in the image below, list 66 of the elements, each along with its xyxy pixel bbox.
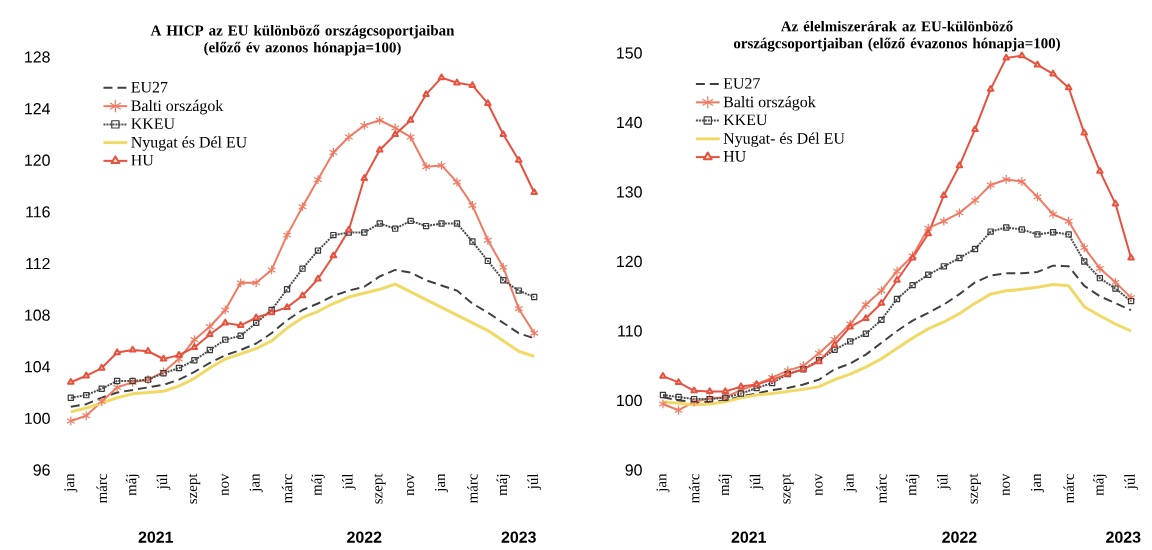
y-tick-label: 100 [25, 412, 50, 425]
x-tick-label: szept [781, 473, 794, 504]
x-tick-label: máj [496, 474, 511, 496]
y-tick-label: 112 [26, 257, 50, 270]
legend-label: Balti országok [131, 99, 224, 115]
x-tick-label: szept [373, 473, 386, 504]
y-tick-label: 124 [25, 103, 50, 115]
x-tick-label: júl [342, 473, 356, 490]
y-tick-label: 150 [617, 47, 642, 59]
text: 2023 [1106, 531, 1141, 543]
x-tick-label: jan [249, 473, 263, 493]
legend-label: EU27 [723, 78, 760, 89]
text: 2022 [942, 531, 977, 543]
y-tick-label: 90 [625, 464, 642, 476]
text: 2022 [347, 531, 382, 543]
x-tick-label: márc [96, 473, 107, 504]
y-tick-label: 130 [617, 186, 642, 198]
y-tick-label: 108 [25, 309, 50, 321]
x-tick-label: jan [656, 473, 670, 493]
x-tick-label: márc [1063, 473, 1074, 504]
x-tick-label: márc [688, 473, 700, 504]
x-tick-label: nov [815, 473, 823, 496]
y-tick-label: 104 [25, 361, 50, 373]
y-tick-label: 120 [617, 255, 642, 268]
y-tick-label: 100 [617, 394, 642, 407]
x-tick-label: máj [125, 474, 140, 496]
y-tick-label: 128 [25, 51, 50, 63]
legend-label: Nyugat és Dél EU [131, 136, 247, 151]
x-tick-label: szept [969, 473, 981, 504]
chart-title: A HICP az EU különböző országcsoportjaiban (előző év azonos hónapja=100) [150, 24, 455, 56]
chart-title: Az élelmiszerárak az EU-különböző országcsoportjaiban (előző évazonos hónapja=100) [733, 20, 1060, 52]
y-tick-label: 96 [33, 464, 50, 476]
x-tick-label: jan [1030, 473, 1044, 493]
x-tick-label: máj [905, 474, 920, 496]
legend-label: HU [131, 154, 154, 166]
x-tick-label: júl [937, 473, 951, 490]
x-tick-label: jan [64, 473, 78, 493]
x-tick-label: máj [1093, 474, 1107, 496]
legend-label: Balti országok [723, 96, 816, 111]
x-tick-label: júl [156, 473, 171, 490]
x-tick-label: jan [843, 473, 857, 493]
x-tick-label: júl [749, 473, 764, 490]
x-tick-label: júl [1124, 473, 1138, 490]
x-tick-label: máj [718, 474, 733, 496]
legend-label: KKEU [131, 118, 175, 130]
y-tick-label: 140 [617, 116, 642, 129]
y-tick-label: 110 [618, 325, 642, 337]
y-tick-label: 120 [25, 154, 50, 166]
text: 2021 [731, 531, 767, 543]
x-tick-label: nov [1002, 473, 1010, 496]
legend-label: EU27 [131, 81, 168, 93]
x-tick-label: máj [311, 474, 325, 496]
x-tick-label: jan [434, 473, 449, 493]
x-tick-label: szept [188, 473, 201, 504]
x-tick-label: nov [221, 473, 229, 496]
x-tick-label: márc [876, 473, 887, 504]
x-tick-label: júl [527, 473, 541, 490]
text: 2023 [501, 531, 536, 543]
legend-label: Nyugat- és Dél EU [723, 132, 845, 148]
legend-label: KKEU [723, 114, 768, 126]
x-tick-label: márc [467, 473, 478, 504]
text: 2021 [138, 531, 174, 543]
x-tick-label: márc [281, 473, 293, 504]
y-tick-label: 116 [26, 206, 50, 218]
legend-label: HU [723, 151, 746, 162]
x-tick-label: nov [407, 473, 415, 496]
